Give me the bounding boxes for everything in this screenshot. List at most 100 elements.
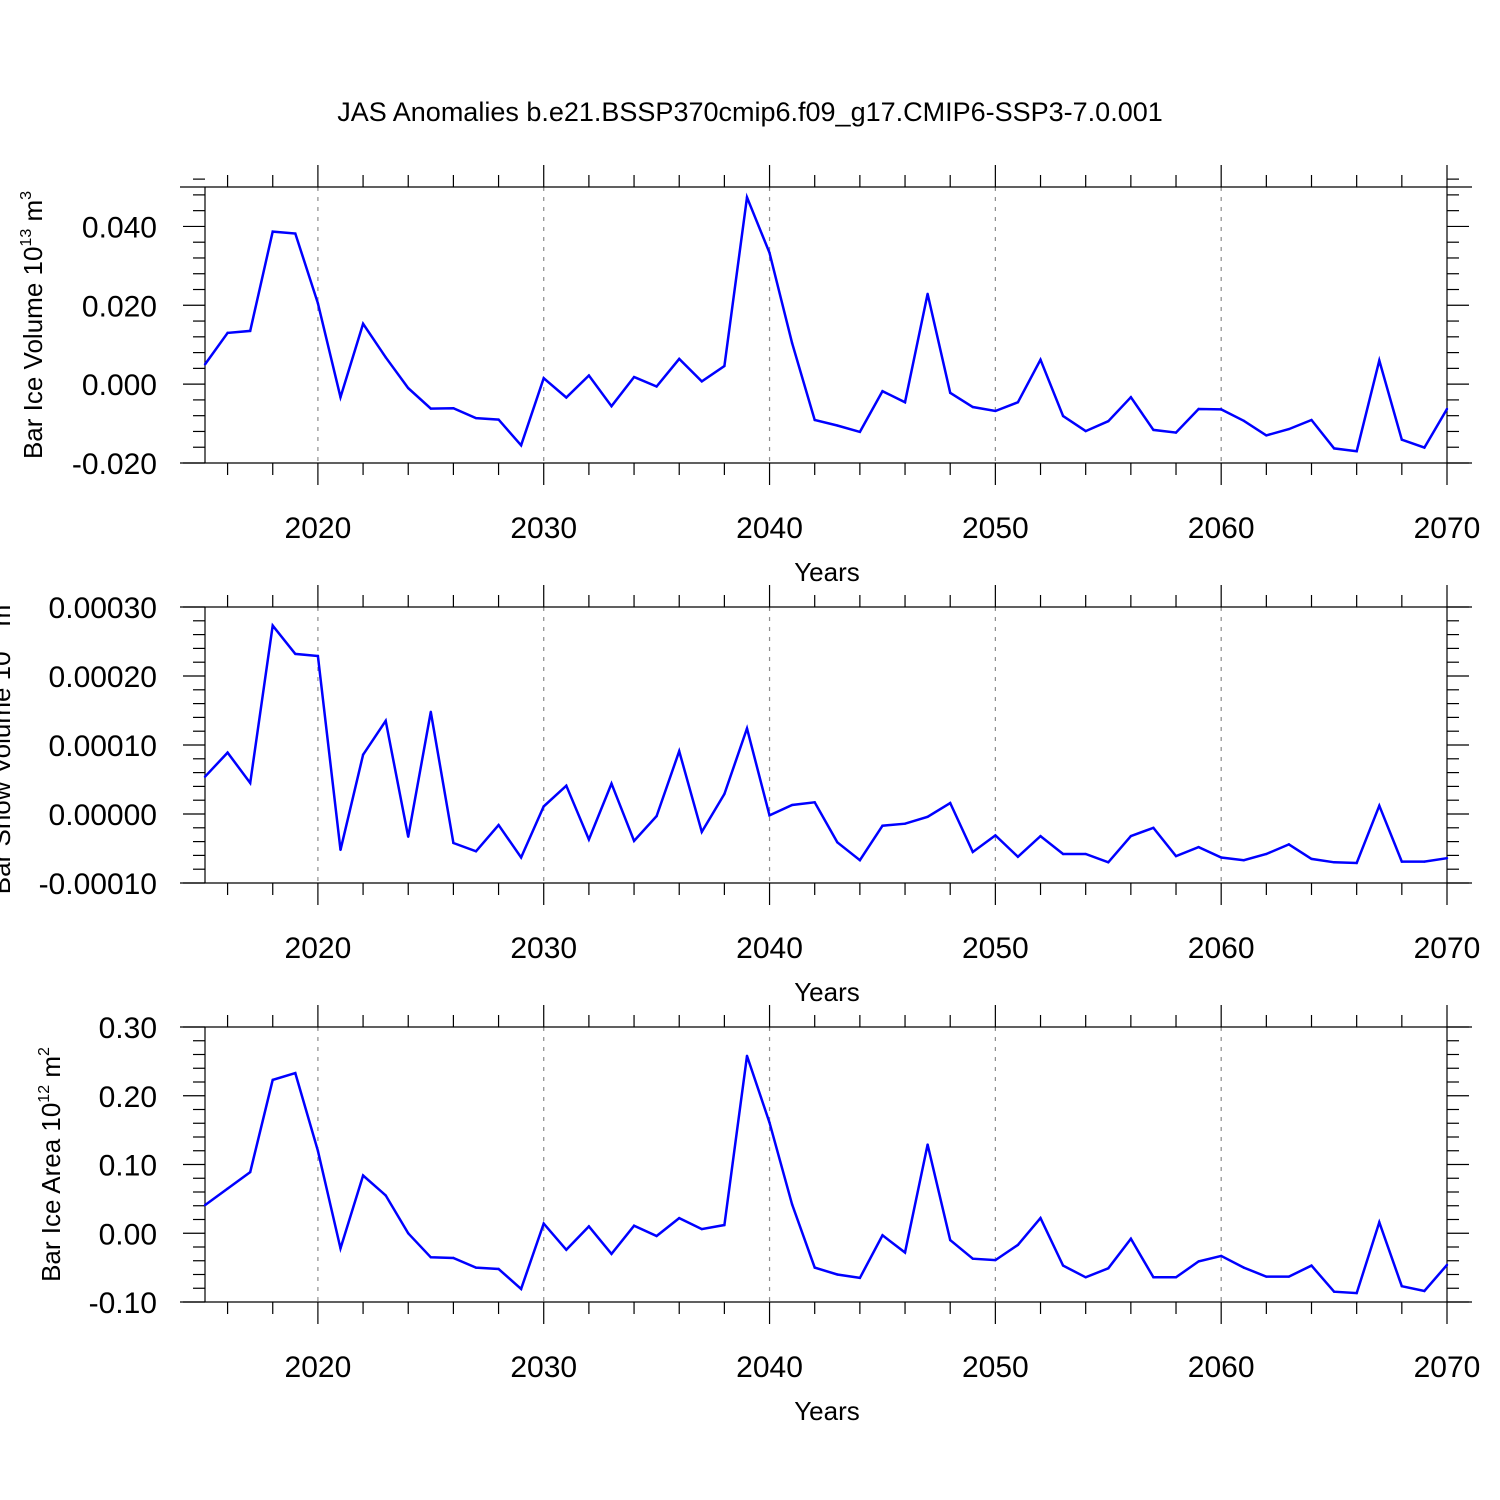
data-point — [632, 375, 636, 379]
data-point — [497, 1267, 500, 1271]
data-point — [248, 329, 252, 333]
data-point — [949, 391, 952, 395]
data-point — [1061, 414, 1065, 418]
y-tick-label: -0.10 — [89, 1287, 157, 1320]
data-point — [949, 801, 952, 805]
data-point — [519, 444, 523, 447]
data-point — [836, 841, 839, 844]
data-point — [407, 386, 410, 390]
data-point — [226, 751, 229, 754]
data-point — [271, 624, 274, 627]
data-point — [1355, 861, 1358, 865]
data-point — [903, 401, 907, 404]
data-point — [1016, 401, 1020, 404]
data-point — [1129, 834, 1133, 838]
figure-title: JAS Anomalies b.e21.BSSP370cmip6.f09_g17… — [337, 97, 1163, 127]
y-axis-title: Bar Ice Volume 1013 m3 — [18, 191, 48, 459]
data-point — [768, 814, 771, 817]
data-point — [1355, 449, 1358, 453]
data-point — [1310, 418, 1313, 422]
x-tick-label: 2050 — [962, 932, 1029, 965]
data-point — [655, 814, 658, 818]
data-point — [632, 839, 636, 843]
data-point — [768, 251, 771, 255]
y-tick-label: -0.020 — [72, 448, 157, 481]
series-line — [204, 622, 1448, 865]
data-point — [971, 405, 974, 409]
x-tick-label: 2070 — [1414, 932, 1481, 965]
data-point — [519, 856, 523, 859]
data-point — [1310, 1264, 1313, 1267]
data-point — [565, 396, 568, 399]
data-point — [542, 1222, 545, 1225]
data-point — [1400, 1284, 1404, 1288]
data-point — [519, 1287, 523, 1291]
x-tick-label: 2030 — [510, 1351, 577, 1384]
data-point — [452, 841, 455, 845]
data-point — [813, 1266, 816, 1269]
x-tick-label: 2070 — [1414, 1351, 1481, 1384]
data-point — [1061, 1264, 1065, 1267]
panel-snow-volume: -0.00010 0.00000 0.00010 0.00020 0.00030 2020… — [0, 585, 1480, 1007]
data-point — [1174, 431, 1178, 434]
data-point — [1400, 860, 1404, 863]
data-point — [1265, 852, 1268, 856]
data-point — [1378, 1221, 1381, 1224]
data-point — [1265, 1275, 1268, 1278]
data-point — [497, 418, 500, 421]
x-axis-title: Years — [794, 977, 860, 1007]
data-point — [790, 341, 794, 345]
data-point — [1016, 855, 1020, 858]
data-point — [1219, 856, 1223, 859]
data-point — [384, 356, 387, 359]
data-point — [542, 377, 545, 380]
data-point — [474, 1266, 478, 1269]
x-tick-label: 2050 — [962, 1351, 1029, 1384]
data-point — [745, 1054, 749, 1058]
data-point — [881, 1234, 884, 1237]
data-point — [858, 859, 862, 862]
data-point — [1039, 1216, 1042, 1220]
data-point — [881, 390, 884, 393]
x-tick-label: 2020 — [285, 512, 352, 545]
data-point — [1219, 1254, 1223, 1258]
data-point — [384, 719, 387, 723]
y-tick-label: 0.00020 — [49, 661, 157, 694]
data-point — [429, 1256, 433, 1259]
data-point — [790, 803, 794, 807]
data-point — [316, 302, 320, 305]
data-point — [429, 710, 433, 714]
y-tick-label: 0.020 — [82, 290, 157, 323]
series-line — [203, 192, 1449, 453]
x-tick-label: 2060 — [1188, 512, 1255, 545]
data-point — [994, 1258, 997, 1262]
data-point — [1423, 860, 1426, 863]
data-point — [994, 834, 997, 837]
data-point — [678, 750, 681, 753]
data-point — [1332, 1290, 1336, 1293]
data-point — [361, 1174, 365, 1177]
panel-ice-area: -0.10 0.00 0.10 0.20 0.30 2020 2030 2040 2050 206… — [36, 1005, 1480, 1426]
y-axis-title: Bar Ice Area 1012 m2 — [36, 1047, 66, 1282]
data-point — [452, 406, 455, 410]
data-point — [294, 1071, 297, 1075]
data-point — [723, 1223, 726, 1227]
data-point — [1445, 1263, 1449, 1267]
data-point — [1174, 1276, 1178, 1279]
data-point — [1310, 857, 1313, 861]
data-point — [565, 784, 568, 787]
data-point — [271, 1078, 274, 1082]
data-point — [542, 805, 545, 808]
data-point — [565, 1248, 568, 1251]
series-line — [204, 1055, 1448, 1295]
data-point — [1016, 1243, 1020, 1247]
data-point — [226, 1187, 229, 1190]
data-point — [700, 830, 703, 834]
data-point — [407, 835, 410, 838]
data-point — [1197, 845, 1200, 849]
data-point — [203, 363, 207, 366]
data-point — [971, 850, 974, 854]
data-point — [361, 753, 365, 756]
data-point — [1197, 1260, 1200, 1263]
